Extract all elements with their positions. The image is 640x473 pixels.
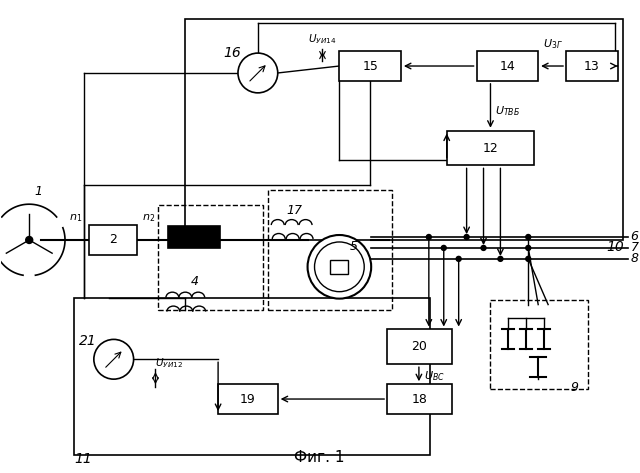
Bar — [566, 51, 618, 81]
Bar — [387, 330, 452, 364]
Text: 5: 5 — [349, 240, 357, 254]
Bar — [447, 131, 534, 166]
Text: $U_{3Г}$: $U_{3Г}$ — [543, 37, 563, 51]
Text: 1: 1 — [34, 185, 42, 198]
Text: 15: 15 — [362, 60, 378, 72]
Circle shape — [526, 235, 531, 239]
Circle shape — [314, 242, 364, 292]
Text: 12: 12 — [483, 141, 499, 155]
Text: $U_{УИ12}$: $U_{УИ12}$ — [156, 356, 184, 370]
Text: $U_{ТВБ}$: $U_{ТВБ}$ — [495, 104, 520, 118]
Text: 11: 11 — [74, 452, 92, 466]
Text: $U_{УИ14}$: $U_{УИ14}$ — [308, 32, 337, 46]
Circle shape — [94, 340, 134, 379]
Bar — [339, 51, 401, 81]
Text: 8: 8 — [630, 253, 639, 265]
Circle shape — [308, 235, 371, 298]
Circle shape — [481, 245, 486, 250]
Circle shape — [26, 236, 33, 244]
Circle shape — [526, 245, 531, 250]
Bar — [268, 190, 392, 309]
Text: 18: 18 — [412, 393, 428, 405]
Bar — [477, 51, 538, 81]
Text: $U_{ВС}$: $U_{ВС}$ — [424, 369, 445, 383]
Text: $n_2$: $n_2$ — [142, 212, 155, 224]
Bar — [218, 384, 278, 414]
Text: 3: 3 — [196, 226, 204, 238]
Bar — [74, 298, 430, 455]
Text: 21: 21 — [79, 334, 97, 349]
Text: 4: 4 — [191, 275, 199, 288]
Text: 14: 14 — [499, 60, 515, 72]
Text: Фиг. 1: Фиг. 1 — [294, 450, 345, 465]
Circle shape — [464, 235, 469, 239]
Bar — [159, 205, 263, 309]
Circle shape — [238, 53, 278, 93]
Text: $n_1$: $n_1$ — [69, 212, 83, 224]
Text: 7: 7 — [630, 241, 639, 254]
Bar — [330, 260, 348, 274]
Text: 17: 17 — [287, 204, 303, 217]
Text: 16: 16 — [223, 46, 241, 60]
Circle shape — [498, 256, 503, 262]
Text: 6: 6 — [630, 230, 639, 244]
Bar — [186, 19, 623, 240]
Bar — [89, 225, 136, 255]
Circle shape — [456, 256, 461, 262]
Text: 2: 2 — [109, 234, 116, 246]
Bar — [490, 299, 588, 389]
Bar — [387, 384, 452, 414]
Circle shape — [526, 256, 531, 262]
Text: 13: 13 — [584, 60, 600, 72]
Text: 9: 9 — [570, 381, 578, 394]
Circle shape — [426, 235, 431, 239]
Text: 19: 19 — [240, 393, 256, 405]
Text: 10: 10 — [606, 240, 623, 254]
Bar — [168, 226, 220, 248]
Text: 20: 20 — [412, 341, 428, 353]
Circle shape — [441, 245, 446, 250]
